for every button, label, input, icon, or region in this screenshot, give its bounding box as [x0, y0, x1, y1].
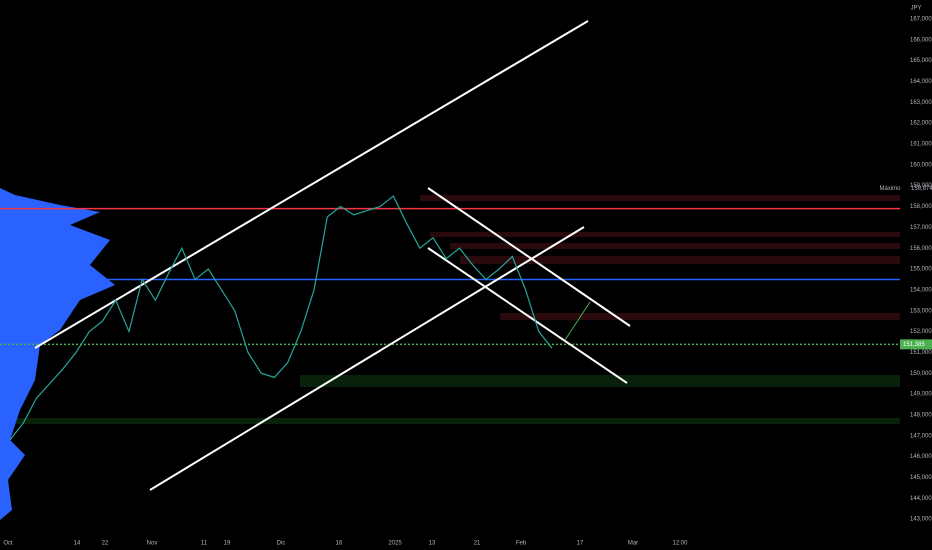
x-tick-label: Oct [3, 541, 13, 547]
x-tick-label: 22 [102, 541, 109, 547]
x-tick-label: 17 [577, 541, 584, 547]
trend-lines [34, 20, 631, 491]
y-tick-label: 166,000 [910, 37, 932, 43]
y-tick-label: 157,000 [910, 225, 932, 231]
y-tick-label: 153,000 [910, 308, 932, 314]
x-tick-label: Mar [628, 541, 638, 547]
currency: JPY [910, 6, 921, 12]
y-tick-label: 150,000 [910, 371, 932, 377]
x-tick-label: 21 [474, 541, 481, 547]
y-tick-label: 144,000 [910, 496, 932, 502]
y-tick-label: 143,000 [910, 517, 932, 523]
y-tick-label: 160,000 [910, 162, 932, 168]
x-tick-label: 19 [224, 541, 231, 547]
y-tick-label: 152,000 [910, 329, 932, 335]
y-tick-label: 167,000 [910, 17, 932, 23]
volume-profile [0, 188, 115, 520]
y-tick-label: 154,000 [910, 287, 932, 293]
x-tick-label: 16 [336, 541, 343, 547]
price-box [900, 339, 932, 350]
y-tick-label: 147,000 [910, 433, 932, 439]
x-tick-label: 11 [201, 541, 208, 547]
price-label: 151,385 [903, 342, 925, 348]
y-tick-label: 145,000 [910, 475, 932, 481]
x-tick-label: 2025 [388, 541, 402, 547]
y-tick-label: 164,000 [910, 79, 932, 85]
y-tick-label: 146,000 [910, 454, 932, 460]
y-tick-label: 158,000 [910, 204, 932, 210]
y-tick-label: 165,000 [910, 58, 932, 64]
x-tick-label: Dic [277, 541, 286, 547]
y-tick-label: 159,000 [910, 183, 932, 189]
y-tick-label: 161,000 [910, 142, 932, 148]
y-tick-label: 148,000 [910, 412, 932, 418]
x-tick-label: Feb [516, 541, 527, 547]
axis-bg [900, 0, 932, 550]
x-tick-label: Nov [147, 541, 158, 547]
level-label: Máximo [879, 186, 901, 192]
x-tick-label: 12:00 [672, 541, 688, 547]
y-tick-label: 149,000 [910, 392, 932, 398]
x-tick-label: 14 [74, 541, 81, 547]
y-tick-label: 151,000 [910, 350, 932, 356]
price-line [9, 195, 553, 441]
y-tick-label: 163,000 [910, 100, 932, 106]
level-value: 158,874 [911, 186, 932, 192]
y-tick-label: 162,000 [910, 121, 932, 127]
x-tick-label: 13 [429, 541, 436, 547]
y-tick-label: 155,000 [910, 267, 932, 273]
zones [0, 195, 900, 424]
y-tick-label: 156,000 [910, 246, 932, 252]
